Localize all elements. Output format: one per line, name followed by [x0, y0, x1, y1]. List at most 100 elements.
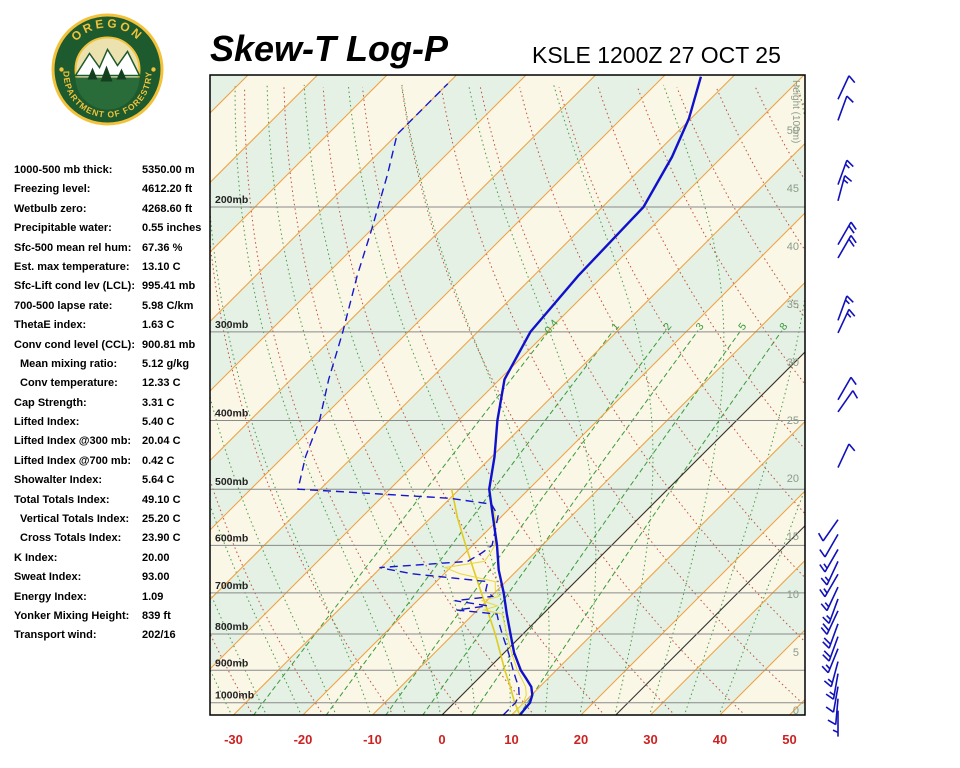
wind-barb — [837, 308, 856, 334]
wind-barb — [837, 390, 859, 413]
index-row: Vertical Totals Index: 25.20 C — [14, 510, 214, 529]
pressure-label: 500mb — [215, 476, 248, 488]
chart-border — [209, 74, 806, 716]
index-value: 5.98 C/km — [142, 299, 194, 312]
wind-barb — [825, 673, 839, 700]
height-axis-title: Height (100m) — [790, 80, 801, 143]
index-value: 900.81 mb — [142, 338, 196, 351]
index-label: Precipitable water: — [14, 222, 112, 235]
pressure-label: 600mb — [215, 532, 248, 544]
wind-barb — [822, 636, 839, 662]
index-row: Freezing level: 4612.20 ft — [14, 180, 214, 199]
index-label: Mean mixing ratio: — [20, 357, 118, 370]
wind-barb — [819, 549, 839, 573]
pressure-label: 400mb — [215, 407, 248, 419]
height-tick-label: 10 — [787, 589, 799, 601]
index-row: Showalter Index: 5.64 C — [14, 471, 214, 490]
wind-barb — [837, 235, 857, 259]
index-label: Est. max temperature: — [14, 260, 130, 273]
temp-axis-label: 0 — [438, 732, 445, 747]
index-value: 0.42 C — [142, 454, 175, 467]
index-value: 3.31 C — [142, 396, 175, 409]
wind-barb — [837, 95, 854, 121]
index-row: Lifted Index @700 mb: 0.42 C — [14, 452, 214, 471]
index-value: 20.04 C — [142, 435, 181, 448]
wind-barbs — [817, 75, 859, 737]
wind-barb — [820, 586, 839, 612]
wetbulb-trace — [443, 504, 527, 715]
mixing-ratio-lines — [253, 330, 783, 715]
index-label: Lifted Index @700 mb: — [14, 454, 132, 467]
page-title: Skew-T Log-P — [210, 28, 449, 69]
height-tick-label: 50 — [787, 125, 799, 137]
index-label: Showalter Index: — [14, 474, 103, 487]
indices-panel: 1000-500 mb thick: 5350.00 m Freezing leve… — [14, 161, 214, 646]
temp-axis-label: -20 — [294, 732, 313, 747]
wind-barb — [823, 661, 839, 688]
index-value: 4612.20 ft — [142, 183, 193, 196]
odf-logo: OREGON DEPARTMENT OF FORESTRY — [50, 12, 165, 127]
index-row: 1000-500 mb thick: 5350.00 m — [14, 161, 214, 180]
wind-barb — [817, 519, 839, 542]
index-label: 1000-500 mb thick: — [14, 164, 113, 176]
index-label: Sfc-500 mean rel hum: — [14, 241, 132, 254]
index-label: Sfc-Lift cond lev (LCL): — [14, 280, 135, 293]
index-row: Sweat Index: 93.00 — [14, 568, 214, 587]
pressure-label: 800mb — [215, 621, 248, 633]
index-label: Cap Strength: — [14, 396, 87, 409]
index-value: 67.36 % — [142, 241, 183, 254]
index-label: Energy Index: — [14, 590, 87, 603]
logo-trees-icon — [87, 65, 127, 82]
index-label: Conv cond level (CCL): — [14, 338, 136, 351]
logo-mountains-icon — [74, 47, 141, 77]
index-label: Lifted Index @300 mb: — [14, 435, 132, 448]
index-value: 20.00 — [142, 551, 170, 564]
temp-axis-label: -30 — [224, 732, 243, 747]
height-tick-label: 45 — [787, 183, 799, 195]
height-tick-label: 30 — [787, 357, 799, 369]
height-tick-label: 25 — [787, 415, 799, 427]
index-value: 5.40 C — [142, 416, 175, 429]
index-value: 1.09 — [142, 590, 164, 603]
wind-barb — [832, 710, 839, 737]
wind-barb — [822, 598, 839, 624]
index-row: Transport wind: 202/16 — [14, 626, 214, 645]
pressure-labels: 200mb 300mb 400mb 500mb 600mb 700mb 800mb 900mb… — [215, 194, 254, 702]
index-row: Conv temperature: 12.33 C — [14, 374, 214, 393]
temp-axis-label: 10 — [504, 732, 518, 747]
index-value: 202/16 — [142, 629, 176, 642]
index-label: Transport wind: — [14, 629, 97, 642]
pressure-label: 300mb — [215, 319, 248, 331]
wind-barb — [837, 175, 853, 201]
temp-axis-label: 30 — [643, 732, 657, 747]
index-label: ThetaE index: — [14, 319, 87, 332]
index-row: Cap Strength: 3.31 C — [14, 394, 214, 413]
isobars — [210, 206, 805, 704]
wind-barb — [837, 159, 854, 185]
index-row: Lifted Index @300 mb: 20.04 C — [14, 432, 214, 451]
pressure-label: 200mb — [215, 194, 248, 206]
index-value: 4268.60 ft — [142, 202, 193, 215]
index-label: K Index: — [14, 551, 58, 564]
temp-axis-label: -10 — [363, 732, 382, 747]
index-value: 1.63 C — [142, 319, 175, 332]
wind-barb — [837, 443, 856, 468]
height-tick-label: 15 — [787, 531, 799, 543]
isotherm-shading-bands — [210, 75, 805, 715]
index-row: Total Totals Index: 49.10 C — [14, 491, 214, 510]
logo-star-right-icon — [151, 67, 156, 72]
index-value: 25.20 C — [142, 513, 181, 526]
index-row: Cross Totals Index: 23.90 C — [14, 529, 214, 548]
index-label: Total Totals Index: — [14, 493, 110, 506]
index-label: Sweat Index: — [14, 571, 82, 584]
index-row: 700-500 lapse rate: 5.98 C/km — [14, 297, 214, 316]
wind-barb — [819, 573, 839, 598]
index-label: Freezing level: — [14, 183, 91, 196]
height-tick-label: 20 — [787, 473, 799, 485]
index-value: 5350.00 m — [142, 164, 195, 176]
temperature-trace — [487, 76, 703, 715]
index-label: Cross Totals Index: — [20, 532, 122, 545]
index-label: Wetbulb zero: — [14, 202, 87, 215]
